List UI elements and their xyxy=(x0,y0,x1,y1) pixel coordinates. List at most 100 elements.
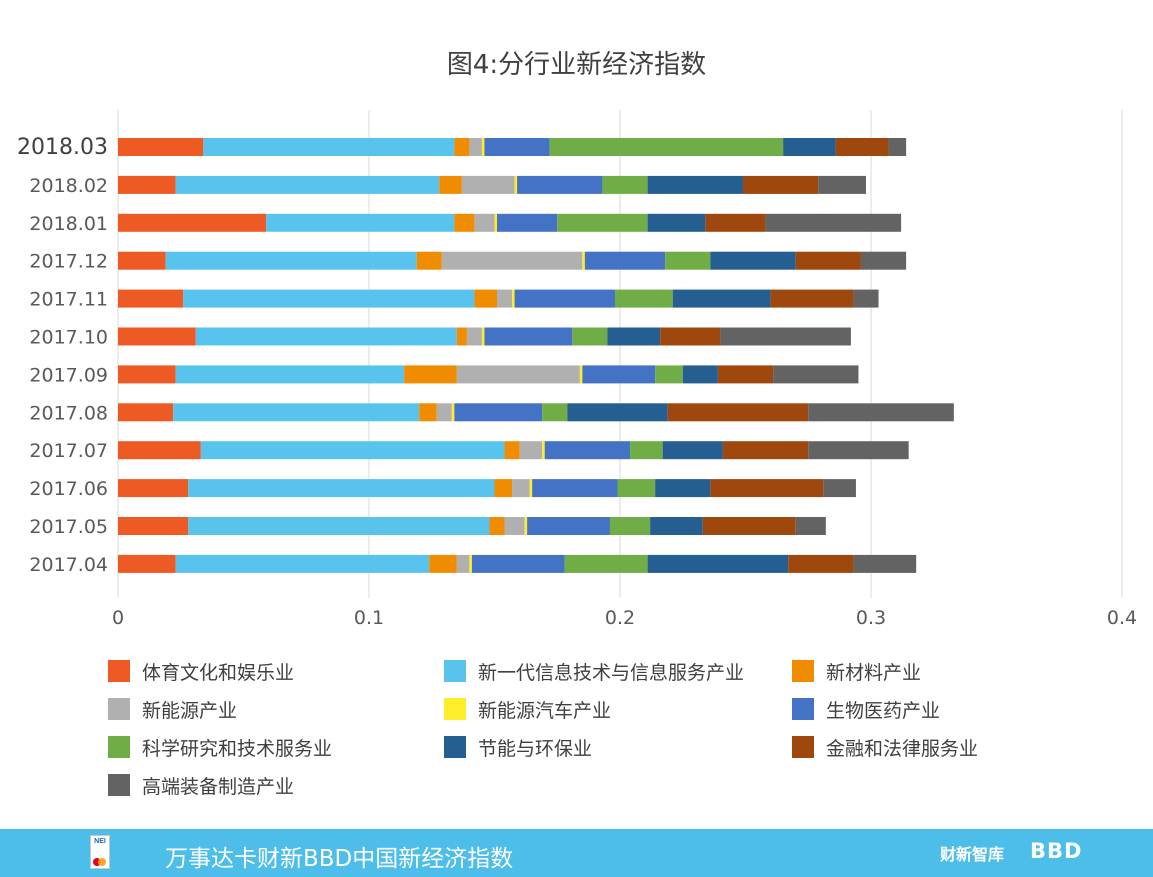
bar-segment xyxy=(564,554,648,573)
bar-segment xyxy=(266,213,455,232)
bar-segment xyxy=(118,175,176,194)
bar-segment xyxy=(788,554,854,573)
x-tick-label: 0 xyxy=(112,607,124,629)
bar-segment xyxy=(461,175,515,194)
bar-segment xyxy=(456,554,470,573)
bars xyxy=(118,138,954,573)
legend-swatch xyxy=(108,660,130,682)
bar-segment xyxy=(529,479,533,498)
bar-segment xyxy=(419,403,437,422)
bar-segment xyxy=(118,213,267,232)
bar-segment xyxy=(416,251,442,270)
bar-segment xyxy=(200,441,505,460)
bar-segment xyxy=(630,441,663,460)
legend-item: 金融和法律服务业 xyxy=(792,736,1032,760)
legend-swatch xyxy=(792,698,814,720)
legend-swatch xyxy=(108,774,130,796)
nei-logo: NEI xyxy=(90,835,110,869)
legend-item: 新能源产业 xyxy=(108,698,444,722)
legend-item: 高端装备制造产业 xyxy=(108,774,444,798)
bar-segment xyxy=(835,138,889,156)
category-label: 2018.01 xyxy=(29,213,108,235)
legend-item: 体育文化和娱乐业 xyxy=(108,660,444,684)
legend-label: 新能源产业 xyxy=(142,699,238,722)
mastercard-circle-orange xyxy=(98,858,106,866)
bar-segment xyxy=(504,517,525,535)
legend-swatch xyxy=(108,736,130,758)
legend-swatch xyxy=(444,736,466,758)
footer-title: 万事达卡财新BBD中国新经济指数 xyxy=(165,846,514,872)
bar-segment xyxy=(404,365,457,384)
bar-segment xyxy=(795,251,861,270)
bar-segment xyxy=(557,213,648,232)
legend-item: 新一代信息技术与信息服务产业 xyxy=(444,660,792,684)
bar-segment xyxy=(195,327,457,346)
bar-segment xyxy=(456,327,467,346)
bar-segment xyxy=(795,517,826,535)
category-label: 2017.10 xyxy=(29,327,108,349)
legend-label: 生物医药产业 xyxy=(826,699,941,722)
bar-segment xyxy=(489,517,505,535)
legend-label: 节能与环保业 xyxy=(478,737,593,760)
nei-logo-text: NEI xyxy=(94,838,106,845)
bar-segment xyxy=(808,441,909,460)
bar-segment xyxy=(494,479,513,498)
bar-segment xyxy=(451,403,455,422)
bar-segment xyxy=(647,175,743,194)
legend-item: 新材料产业 xyxy=(792,660,1032,684)
bar-segment xyxy=(572,327,608,346)
bar-segment xyxy=(188,479,495,498)
bar-segment xyxy=(527,517,610,535)
x-tick-label: 0.1 xyxy=(354,607,384,629)
legend-label: 科学研究和技术服务业 xyxy=(142,737,333,760)
bar-segment xyxy=(582,365,656,384)
bar-segment xyxy=(765,213,902,232)
bar-segment xyxy=(770,289,854,308)
category-label: 2017.09 xyxy=(29,364,108,386)
bar-segment xyxy=(474,213,495,232)
bar-segment xyxy=(441,251,583,270)
bar-segment xyxy=(484,138,550,156)
bar-segment xyxy=(469,554,472,573)
caixin-think-tank-logo: 财新智库 xyxy=(940,845,1005,864)
legend-item: 节能与环保业 xyxy=(444,736,792,760)
bar-segment xyxy=(183,289,475,308)
bar-segment xyxy=(662,441,723,460)
bar-segment xyxy=(710,479,824,498)
legend-item: 生物医药产业 xyxy=(792,698,1032,722)
bar-segment xyxy=(514,175,518,194)
bar-segment xyxy=(647,213,706,232)
bar-segment xyxy=(429,554,457,573)
bar-segment xyxy=(660,327,721,346)
bar-segment xyxy=(118,554,176,573)
bar-segment xyxy=(118,365,176,384)
bar-segment xyxy=(860,251,907,270)
bar-segment xyxy=(853,554,917,573)
category-label: 2017.06 xyxy=(29,478,108,500)
category-label: 2017.12 xyxy=(29,251,108,273)
category-labels: 2018.03 2018.02 2018.01 2017.12 2017.11 2017.… xyxy=(17,135,108,576)
bar-segment xyxy=(682,365,718,384)
bar-segment xyxy=(808,403,954,422)
bar-segment xyxy=(567,403,668,422)
bar-segment xyxy=(655,479,711,498)
bar-segment xyxy=(650,517,703,535)
bar-segment xyxy=(454,138,470,156)
bar-segment xyxy=(853,289,879,308)
bar-segment xyxy=(888,138,907,156)
legend-label: 体育文化和娱乐业 xyxy=(142,661,295,684)
category-label: 2017.07 xyxy=(29,440,108,462)
category-label: 2017.11 xyxy=(29,289,108,311)
bar-segment xyxy=(542,403,568,422)
legend-swatch xyxy=(792,660,814,682)
bar-segment xyxy=(710,251,796,270)
bar-segment xyxy=(617,479,656,498)
bar-segment xyxy=(542,441,545,460)
bar-segment xyxy=(512,289,515,308)
bar-segment xyxy=(783,138,836,156)
bar-segment xyxy=(118,441,201,460)
bar-segment xyxy=(609,517,651,535)
bar-segment xyxy=(118,517,189,535)
legend-item: 新能源汽车产业 xyxy=(444,698,792,722)
bar-segment xyxy=(497,289,513,308)
